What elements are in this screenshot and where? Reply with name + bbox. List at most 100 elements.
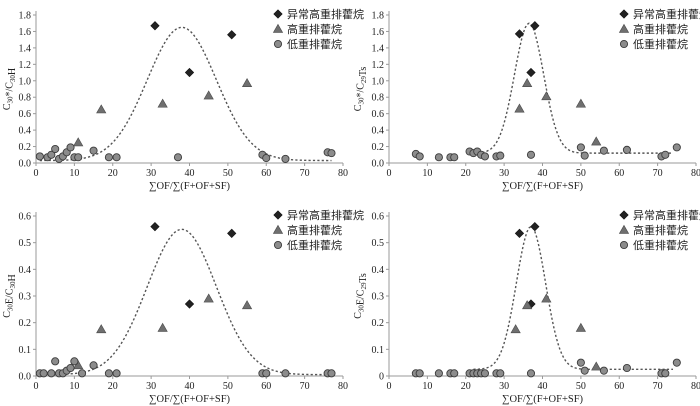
fit-curve [473, 22, 673, 154]
data-point-circle [661, 369, 670, 378]
data-point-circle [434, 153, 443, 162]
legend-label: 低重排藿烷 [633, 238, 688, 252]
y-tick-label: 0.8 [372, 93, 385, 104]
y-axis-label: C30E/C30H [2, 274, 18, 317]
y-tick-label: 1.2 [372, 60, 385, 71]
legend-label: 高重排藿烷 [287, 22, 342, 36]
y-tick-label: 0.3 [372, 292, 385, 303]
x-axis-label: ∑OF/∑(F+OF+SF) [149, 394, 231, 405]
x-tick-label: 0 [34, 168, 39, 179]
y-axis-label-part: C [353, 104, 364, 111]
data-point-circle [415, 152, 424, 161]
y-axis-label-part: */C [5, 82, 16, 97]
y-tick-label: 1.0 [372, 76, 385, 87]
data-point-triangle [575, 98, 586, 108]
series-circle [35, 357, 336, 378]
data-point-diamond [227, 30, 237, 40]
y-tick-label: 0.5 [372, 238, 385, 249]
data-point-circle [434, 369, 443, 378]
legend-marker-triangle [618, 23, 630, 33]
chart-panel-top-left: 0.0 0.2 0.4 0.6 0.8 1.0 1.2 1.4 1.6 1.8 0 10 20 30 40 5… [2, 7, 364, 192]
data-point-circle [35, 152, 44, 161]
data-point-circle [622, 145, 631, 154]
y-tick-label: 0.4 [372, 126, 385, 137]
data-point-triangle [96, 324, 107, 334]
y-tick-label: 0.0 [19, 159, 32, 170]
x-tick-label: 10 [69, 381, 79, 392]
data-point-diamond [514, 228, 525, 238]
x-tick-label: 60 [261, 381, 271, 392]
x-tick-label: 0 [34, 381, 39, 392]
legend-marker-triangle [272, 23, 284, 33]
data-point-triangle [591, 136, 602, 146]
y-tick-label: 0.1 [19, 345, 32, 356]
series-diamond [150, 21, 237, 78]
data-point-circle [104, 153, 113, 162]
data-point-diamond [530, 21, 540, 31]
data-point-triangle [157, 322, 168, 332]
data-point-triangle [157, 98, 168, 108]
data-point-circle [112, 153, 121, 162]
y-axis-label-subscript: 30 [7, 96, 15, 104]
data-point-triangle [591, 361, 602, 371]
y-tick-label: 0.1 [372, 345, 385, 356]
data-point-triangle [203, 90, 214, 100]
y-axis-label-part: Ts [358, 273, 369, 282]
data-point-circle [281, 154, 290, 163]
y-tick-label: 0.3 [19, 292, 32, 303]
series-diamond [514, 21, 540, 78]
y-axis-label-part: Ts [358, 67, 369, 76]
data-point-circle [672, 358, 681, 367]
y-tick-label: 0.6 [19, 212, 32, 223]
y-tick-label: 0.2 [19, 142, 32, 153]
x-tick-label: 70 [653, 168, 663, 179]
y-tick-label: 1.8 [372, 11, 385, 22]
data-point-circle [78, 369, 87, 378]
x-tick-label: 80 [691, 168, 700, 179]
legend-marker-circle [273, 240, 283, 250]
legend-label: 异常高重排藿烷 [633, 208, 700, 222]
y-axis-label-part: */C [356, 83, 367, 98]
data-point-triangle [241, 300, 253, 310]
x-tick-label: 40 [538, 168, 548, 179]
y-tick-label: 1.2 [19, 60, 32, 71]
chart-panel-top-right: 0.0 0.2 0.4 0.6 0.8 1.0 1.2 1.4 1.6 1.8 0 10 20 30 40 5… [353, 7, 700, 192]
data-point-triangle [96, 104, 107, 114]
data-point-diamond [150, 21, 160, 31]
x-axis-label: ∑OF/∑(F+OF+SF) [502, 181, 584, 192]
data-point-circle [327, 369, 336, 378]
legend-label: 异常高重排藿烷 [633, 7, 700, 21]
data-point-circle [281, 369, 290, 378]
x-tick-label: 20 [108, 381, 118, 392]
x-tick-label: 30 [499, 381, 509, 392]
y-tick-label: 0.6 [19, 109, 32, 120]
fit-curve [39, 228, 332, 376]
y-tick-label: 0 [379, 372, 384, 383]
data-point-diamond [514, 29, 525, 39]
data-point-circle [415, 369, 424, 378]
x-axis-label: ∑OF/∑(F+OF+SF) [149, 181, 231, 192]
series-circle [35, 143, 336, 163]
x-tick-label: 80 [338, 381, 348, 392]
x-tick-label: 70 [300, 168, 310, 179]
y-axis-label-subscript: 30 [358, 305, 366, 313]
y-tick-label: 1.4 [372, 43, 385, 54]
y-tick-label: 0.0 [372, 159, 385, 170]
data-point-circle [622, 363, 631, 373]
legend-marker-circle [619, 240, 629, 250]
y-axis-label-subscript: 30 [7, 304, 15, 312]
x-tick-label: 30 [146, 381, 156, 392]
legend-label: 高重排藿烷 [633, 22, 688, 36]
y-axis-label-part: C [2, 311, 13, 318]
y-tick-label: 0.2 [372, 142, 385, 153]
data-point-circle [672, 143, 681, 152]
data-point-circle [262, 369, 271, 378]
y-tick-label: 0.6 [372, 212, 385, 223]
data-point-circle [51, 144, 60, 154]
x-tick-label: 30 [146, 168, 156, 179]
y-axis-label-subscript: 30 [9, 75, 17, 83]
x-tick-label: 10 [422, 168, 432, 179]
series-diamond [150, 222, 237, 309]
data-point-circle [480, 152, 489, 161]
